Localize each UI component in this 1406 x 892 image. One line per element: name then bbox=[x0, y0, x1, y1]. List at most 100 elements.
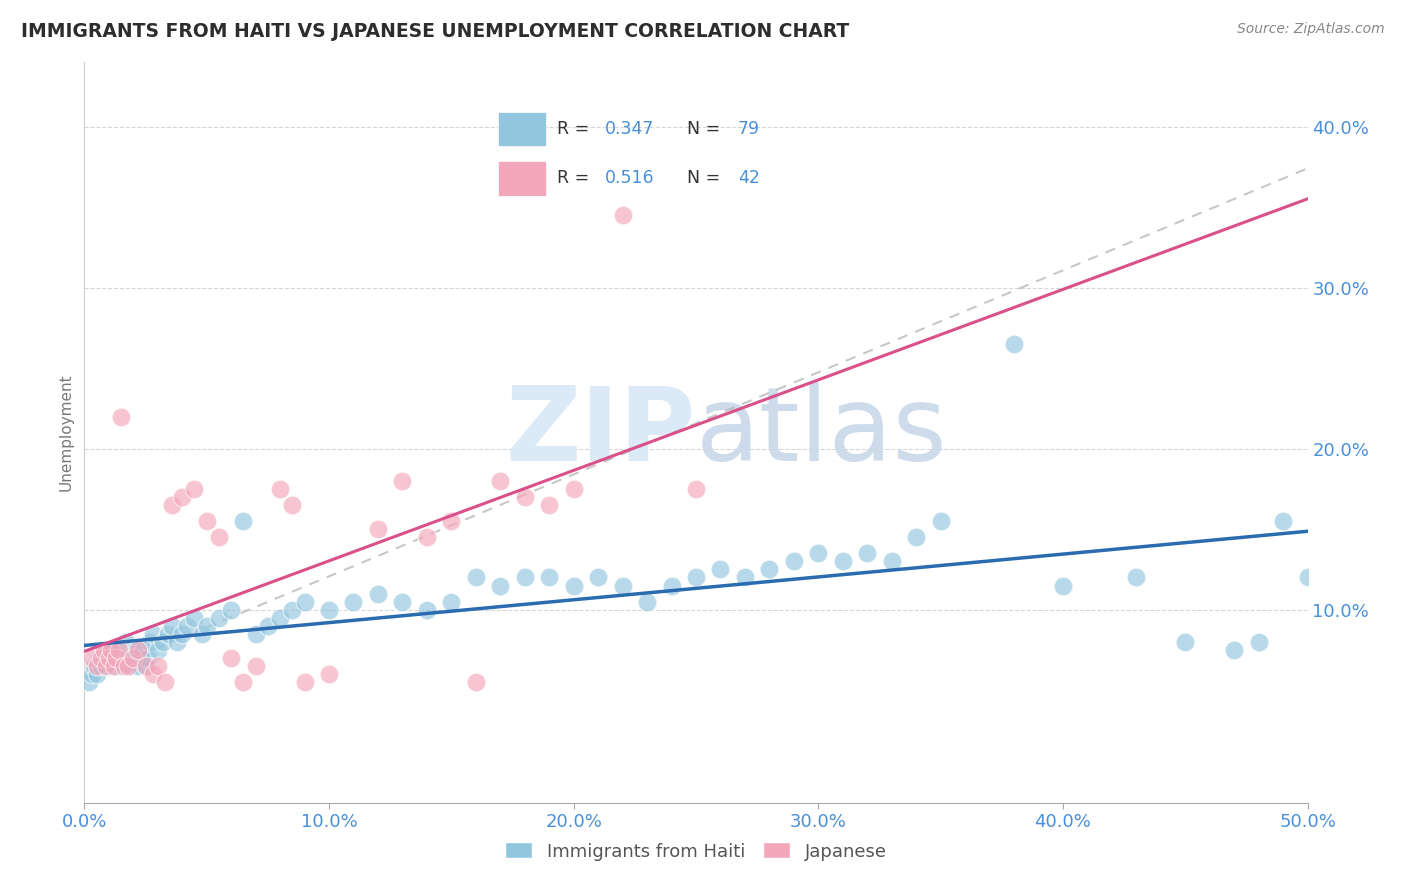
Point bbox=[105, 651, 128, 665]
Point bbox=[208, 610, 231, 624]
Point bbox=[117, 659, 139, 673]
Point bbox=[80, 651, 103, 665]
Point bbox=[77, 675, 100, 690]
Point bbox=[318, 602, 340, 616]
Point bbox=[464, 675, 486, 690]
Point bbox=[1125, 570, 1147, 584]
Point bbox=[107, 651, 129, 665]
Point bbox=[636, 594, 658, 608]
Point bbox=[929, 514, 952, 528]
Text: IMMIGRANTS FROM HAITI VS JAPANESE UNEMPLOYMENT CORRELATION CHART: IMMIGRANTS FROM HAITI VS JAPANESE UNEMPL… bbox=[21, 22, 849, 41]
Point bbox=[661, 578, 683, 592]
Point bbox=[100, 643, 122, 657]
Point bbox=[685, 482, 707, 496]
Point bbox=[112, 651, 135, 665]
Point bbox=[146, 659, 169, 673]
Point bbox=[783, 554, 806, 568]
Point bbox=[127, 659, 149, 673]
Point bbox=[176, 619, 198, 633]
Point bbox=[208, 530, 231, 544]
Point bbox=[156, 627, 179, 641]
Point bbox=[127, 643, 149, 657]
Point bbox=[100, 651, 122, 665]
Point bbox=[464, 570, 486, 584]
Point bbox=[1296, 570, 1319, 584]
Point bbox=[513, 570, 536, 584]
Point bbox=[294, 594, 316, 608]
Point bbox=[93, 651, 115, 665]
Point bbox=[110, 659, 132, 673]
Point bbox=[172, 490, 194, 504]
Point bbox=[734, 570, 756, 584]
Point bbox=[90, 659, 112, 673]
Point bbox=[758, 562, 780, 576]
Point bbox=[139, 635, 162, 649]
Point bbox=[538, 570, 561, 584]
Point bbox=[152, 635, 174, 649]
Point bbox=[281, 602, 304, 616]
Point bbox=[107, 643, 129, 657]
Point bbox=[142, 627, 165, 641]
Point bbox=[232, 514, 254, 528]
Point bbox=[97, 651, 120, 665]
Point bbox=[162, 498, 184, 512]
Point bbox=[612, 208, 634, 222]
Point bbox=[97, 659, 120, 673]
Point bbox=[586, 570, 609, 584]
Point bbox=[195, 514, 218, 528]
Point bbox=[125, 643, 148, 657]
Point bbox=[232, 675, 254, 690]
Point bbox=[245, 659, 267, 673]
Point bbox=[136, 651, 159, 665]
Point bbox=[80, 667, 103, 681]
Point bbox=[183, 610, 205, 624]
Y-axis label: Unemployment: Unemployment bbox=[58, 374, 73, 491]
Point bbox=[513, 490, 536, 504]
Point bbox=[905, 530, 928, 544]
Point bbox=[269, 610, 291, 624]
Point bbox=[1002, 337, 1025, 351]
Point bbox=[1223, 643, 1246, 657]
Point bbox=[281, 498, 304, 512]
Point bbox=[342, 594, 364, 608]
Point bbox=[489, 578, 512, 592]
Point bbox=[219, 651, 242, 665]
Point bbox=[103, 659, 125, 673]
Point bbox=[391, 474, 413, 488]
Text: atlas: atlas bbox=[696, 382, 948, 483]
Point bbox=[709, 562, 731, 576]
Point bbox=[880, 554, 903, 568]
Point bbox=[96, 643, 118, 657]
Point bbox=[110, 409, 132, 424]
Legend: Immigrants from Haiti, Japanese: Immigrants from Haiti, Japanese bbox=[498, 835, 894, 868]
Point bbox=[416, 530, 439, 544]
Point bbox=[1052, 578, 1074, 592]
Point bbox=[162, 619, 184, 633]
Point bbox=[191, 627, 214, 641]
Point bbox=[166, 635, 188, 649]
Point bbox=[122, 651, 145, 665]
Point bbox=[135, 659, 157, 673]
Point bbox=[440, 514, 463, 528]
Text: ZIP: ZIP bbox=[506, 382, 696, 483]
Point bbox=[183, 482, 205, 496]
Point bbox=[612, 578, 634, 592]
Point bbox=[172, 627, 194, 641]
Point bbox=[129, 651, 152, 665]
Point bbox=[135, 659, 157, 673]
Point bbox=[93, 643, 115, 657]
Point bbox=[318, 667, 340, 681]
Point bbox=[269, 482, 291, 496]
Point bbox=[142, 667, 165, 681]
Point bbox=[103, 643, 125, 657]
Point bbox=[1272, 514, 1295, 528]
Point bbox=[538, 498, 561, 512]
Point bbox=[146, 643, 169, 657]
Text: Source: ZipAtlas.com: Source: ZipAtlas.com bbox=[1237, 22, 1385, 37]
Point bbox=[257, 619, 280, 633]
Point bbox=[367, 586, 389, 600]
Point bbox=[440, 594, 463, 608]
Point bbox=[86, 659, 108, 673]
Point bbox=[112, 659, 135, 673]
Point bbox=[120, 659, 142, 673]
